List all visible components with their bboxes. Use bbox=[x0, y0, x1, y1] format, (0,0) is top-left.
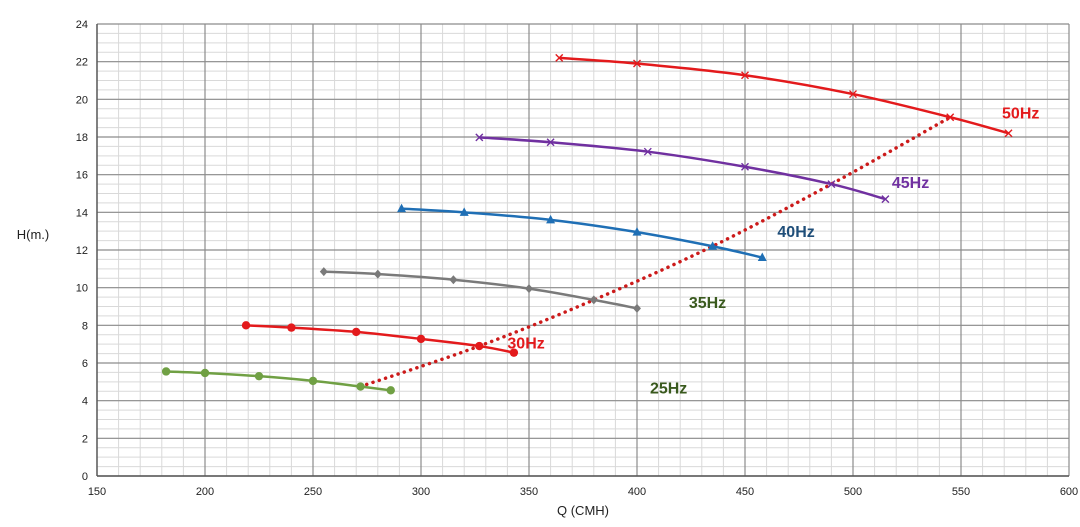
series-50Hz bbox=[555, 53, 1013, 138]
data-point bbox=[352, 327, 361, 337]
axes bbox=[96, 24, 1069, 477]
y-tick-label: 6 bbox=[82, 358, 88, 370]
x-tick-label: 150 bbox=[88, 486, 106, 498]
y-tick-label: 22 bbox=[76, 57, 88, 69]
y-tick-label: 16 bbox=[76, 170, 88, 182]
y-tick-label: 0 bbox=[82, 471, 88, 483]
y-tick-label: 20 bbox=[76, 94, 88, 106]
data-point bbox=[475, 133, 484, 142]
series-label-50Hz: 50Hz bbox=[1002, 106, 1039, 123]
data-point bbox=[881, 195, 890, 204]
data-point bbox=[525, 284, 533, 294]
y-tick-label: 14 bbox=[76, 207, 88, 219]
data-point bbox=[708, 241, 718, 250]
series-30Hz bbox=[241, 321, 519, 357]
data-point bbox=[200, 368, 210, 378]
data-point bbox=[386, 386, 395, 395]
data-point bbox=[632, 227, 642, 236]
y-tick-label: 18 bbox=[76, 132, 88, 144]
data-point bbox=[643, 147, 652, 156]
x-tick-label: 200 bbox=[196, 486, 214, 498]
system-curve-line bbox=[358, 115, 952, 389]
data-point bbox=[475, 341, 484, 351]
series-40Hz bbox=[397, 203, 767, 262]
data-point bbox=[319, 267, 328, 277]
x-tick-label: 450 bbox=[736, 486, 754, 498]
data-point bbox=[589, 295, 598, 305]
data-point bbox=[287, 323, 296, 332]
series-label-45Hz: 45Hz bbox=[892, 175, 929, 192]
y-tick-label: 12 bbox=[76, 245, 88, 257]
tick-labels: 150 200 250 300 350 400 450 500 550 6000246810121… bbox=[76, 19, 1078, 498]
x-tick-label: 500 bbox=[844, 486, 862, 498]
series-45Hz bbox=[475, 133, 890, 204]
data-point bbox=[416, 334, 426, 344]
data-point bbox=[633, 59, 641, 68]
data-point bbox=[1004, 129, 1013, 138]
data-point bbox=[449, 275, 458, 285]
series-35Hz bbox=[319, 267, 641, 313]
data-point bbox=[509, 348, 519, 357]
series-group bbox=[161, 53, 1013, 395]
data-point bbox=[373, 269, 382, 279]
y-tick-label: 8 bbox=[82, 320, 88, 332]
y-tick-label: 10 bbox=[76, 283, 88, 295]
y-tick-label: 2 bbox=[82, 433, 88, 445]
x-tick-label: 350 bbox=[520, 486, 538, 498]
x-tick-label: 300 bbox=[412, 486, 430, 498]
series-label-30Hz: 30Hz bbox=[507, 335, 544, 352]
y-tick-label: 4 bbox=[82, 396, 88, 408]
y-axis-label: H(m.) bbox=[17, 227, 50, 242]
series-labels: 25Hz 30Hz 35Hz 40Hz 45Hz 50Hz bbox=[507, 106, 1039, 398]
data-point bbox=[546, 214, 556, 224]
x-tick-label: 550 bbox=[952, 486, 970, 498]
data-point bbox=[849, 90, 857, 99]
data-point bbox=[459, 207, 469, 216]
data-point bbox=[555, 53, 564, 62]
data-point bbox=[254, 371, 264, 381]
series-label-25Hz: 25Hz bbox=[650, 380, 687, 397]
data-point bbox=[946, 113, 955, 122]
x-tick-label: 400 bbox=[628, 486, 646, 498]
grid bbox=[96, 23, 1070, 477]
data-point bbox=[308, 376, 318, 386]
x-axis-label: Q (CMH) bbox=[557, 503, 609, 518]
series-label-40Hz: 40Hz bbox=[777, 224, 814, 241]
data-point bbox=[757, 252, 767, 262]
y-tick-label: 24 bbox=[76, 19, 88, 31]
data-point bbox=[633, 303, 641, 313]
x-tick-label: 600 bbox=[1060, 486, 1078, 498]
data-point bbox=[546, 138, 555, 147]
system-curve bbox=[358, 115, 952, 389]
data-point bbox=[827, 180, 836, 189]
x-tick-label: 250 bbox=[304, 486, 322, 498]
series-label-35Hz: 35Hz bbox=[689, 295, 726, 312]
data-point bbox=[741, 162, 749, 171]
data-point bbox=[356, 382, 365, 391]
data-point bbox=[397, 203, 407, 213]
data-point bbox=[741, 71, 749, 80]
data-point bbox=[161, 367, 171, 376]
data-point bbox=[241, 321, 251, 330]
series-25Hz bbox=[161, 367, 395, 395]
